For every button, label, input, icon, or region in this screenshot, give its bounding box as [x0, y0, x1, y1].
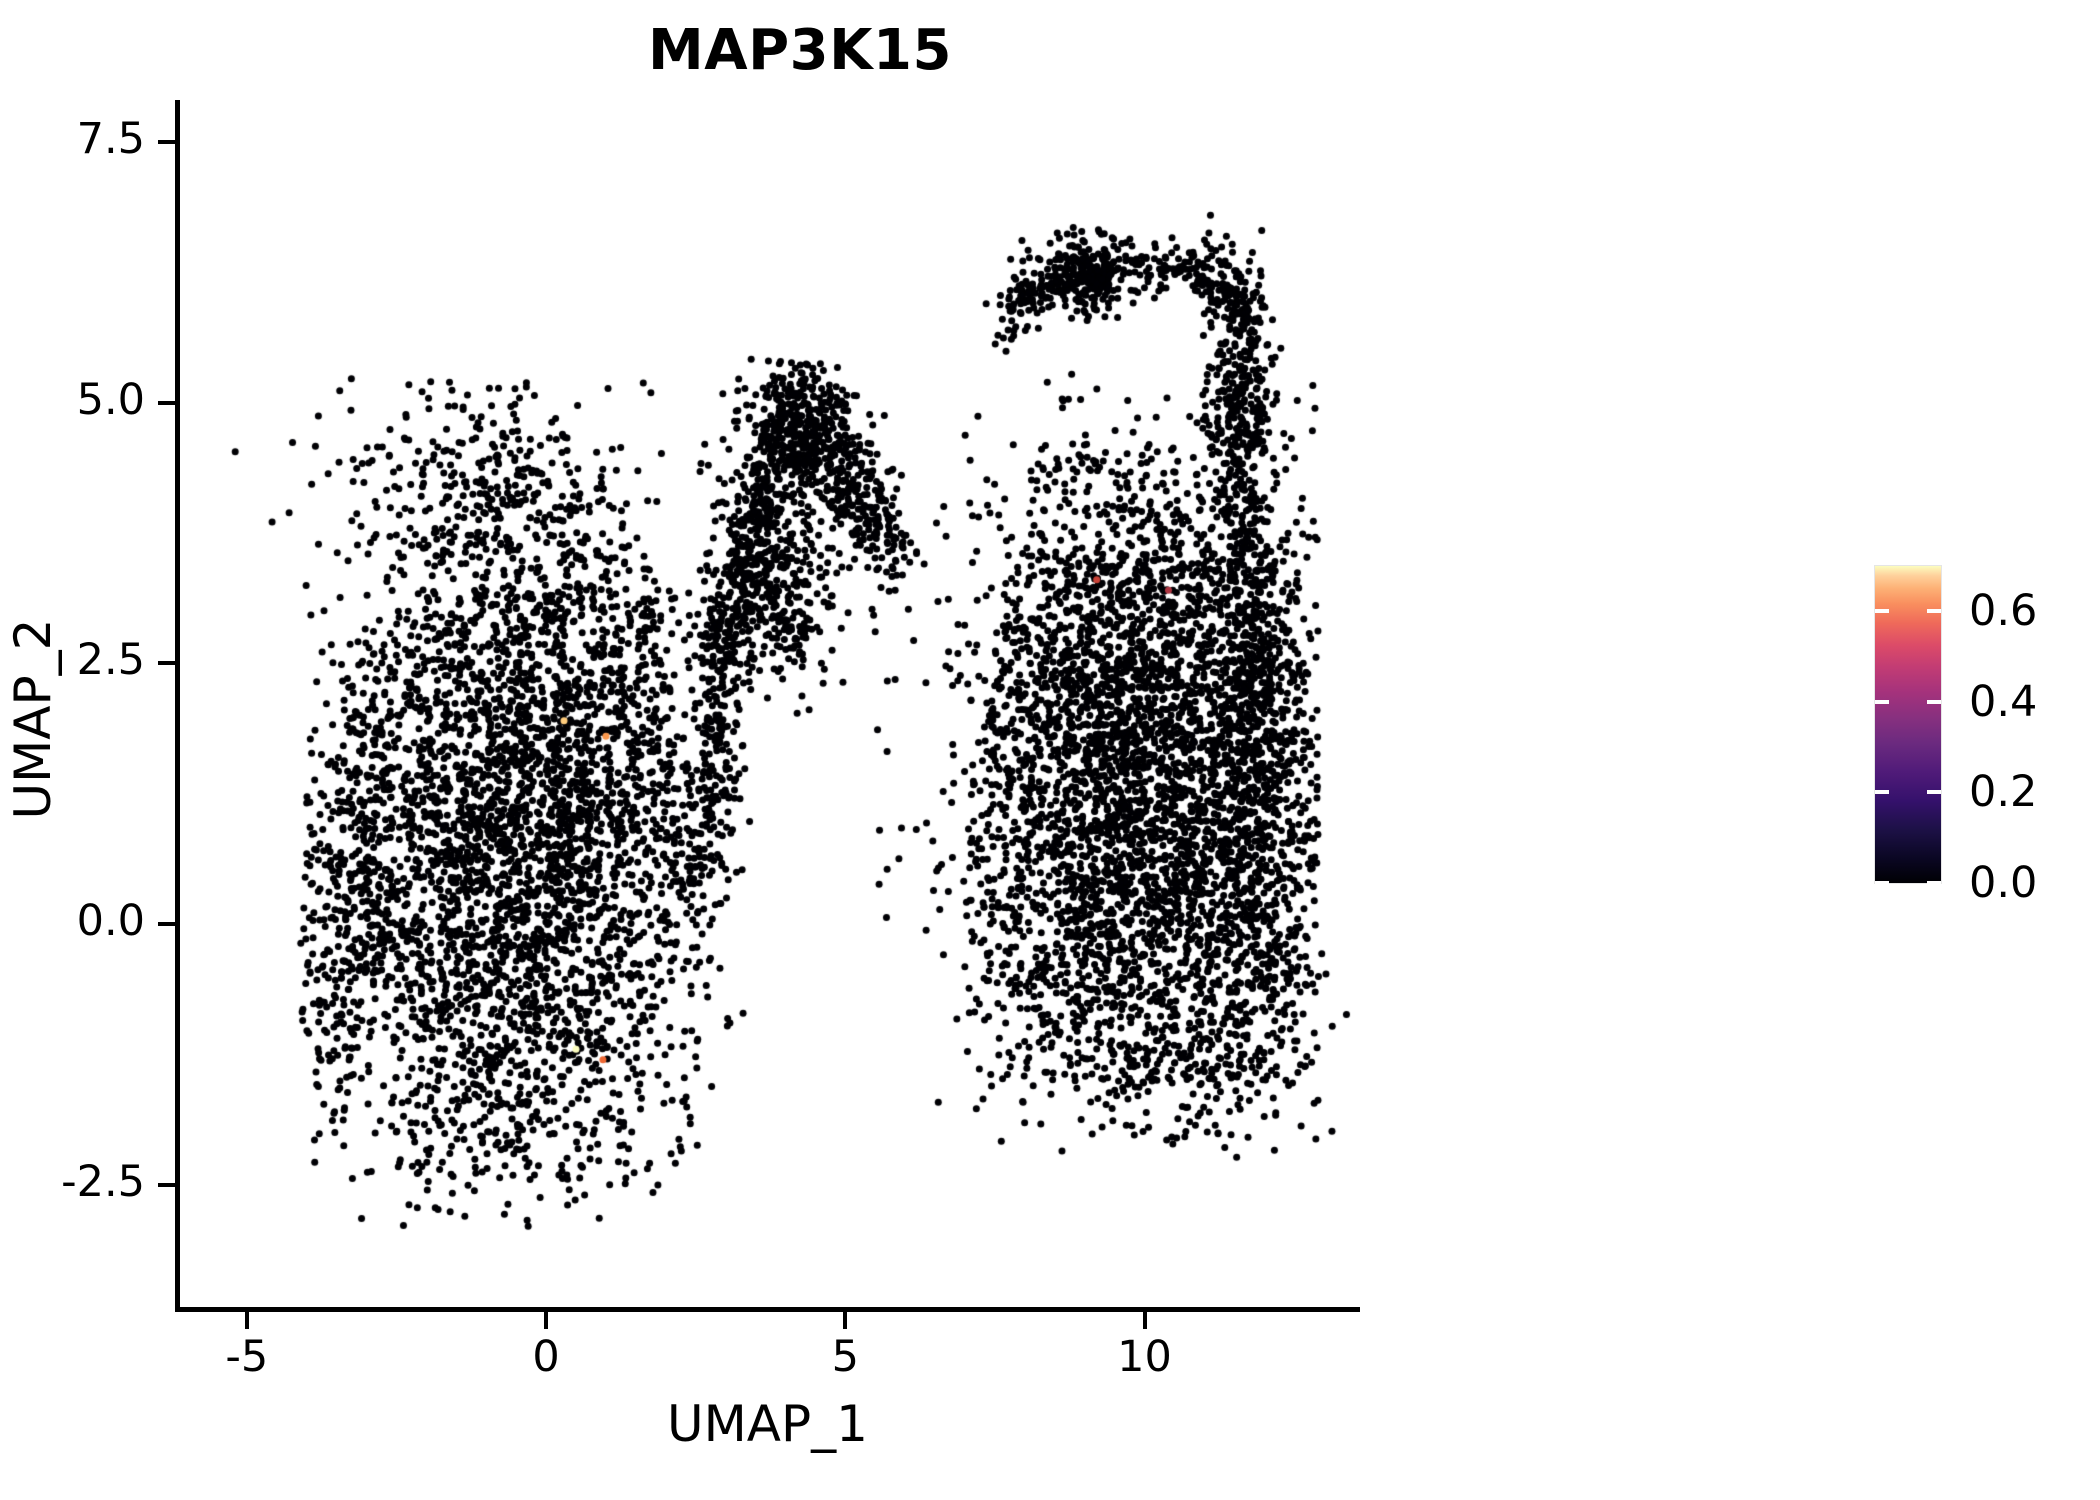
- colorbar-tick-mark: [1875, 881, 1889, 885]
- colorbar-tick-mark: [1927, 790, 1941, 795]
- x-tick-label: 10: [1117, 1332, 1172, 1382]
- y-tick-mark: [158, 661, 175, 666]
- colorbar-tick-label: 0.2: [1969, 767, 2038, 818]
- y-tick-label: 0.0: [76, 896, 145, 947]
- y-axis-spine: [175, 100, 180, 1312]
- x-tick-label: 0: [532, 1332, 560, 1382]
- y-tick-label: 7.5: [76, 113, 145, 164]
- y-axis-label: UMAP_2: [4, 618, 62, 820]
- x-axis-spine: [175, 1307, 1360, 1312]
- colorbar-gradient: [1875, 566, 1941, 883]
- colorbar-tick-mark: [1927, 881, 1941, 885]
- y-tick-mark: [158, 400, 175, 405]
- colorbar-tick-label: 0.0: [1969, 858, 2038, 908]
- colorbar-tick-mark: [1927, 699, 1941, 704]
- colorbar-tick-mark: [1875, 790, 1889, 795]
- y-tick-mark: [158, 1182, 175, 1187]
- y-tick-label: 2.5: [76, 635, 145, 686]
- y-tick-mark: [158, 922, 175, 927]
- colorbar-tick-mark: [1927, 609, 1941, 614]
- x-tick-mark: [244, 1312, 249, 1329]
- y-tick-mark: [158, 139, 175, 144]
- page-title: MAP3K15: [648, 18, 952, 83]
- x-tick-mark: [843, 1312, 848, 1329]
- scatter-plot-area[interactable]: [175, 100, 1360, 1310]
- colorbar-tick-label: 0.6: [1969, 586, 2038, 637]
- x-tick-mark: [1142, 1312, 1147, 1329]
- scatter-points-canvas: [175, 100, 1360, 1310]
- colorbar-tick-mark: [1875, 609, 1889, 614]
- x-axis-label: UMAP_1: [667, 1395, 868, 1453]
- y-tick-label: -2.5: [61, 1156, 145, 1207]
- colorbar-tick-mark: [1875, 699, 1889, 704]
- x-tick-label: -5: [225, 1332, 269, 1382]
- y-tick-label: 5.0: [76, 374, 145, 425]
- colorbar-tick-label: 0.4: [1969, 676, 2038, 727]
- x-tick-mark: [544, 1312, 549, 1329]
- x-tick-label: 5: [831, 1332, 859, 1382]
